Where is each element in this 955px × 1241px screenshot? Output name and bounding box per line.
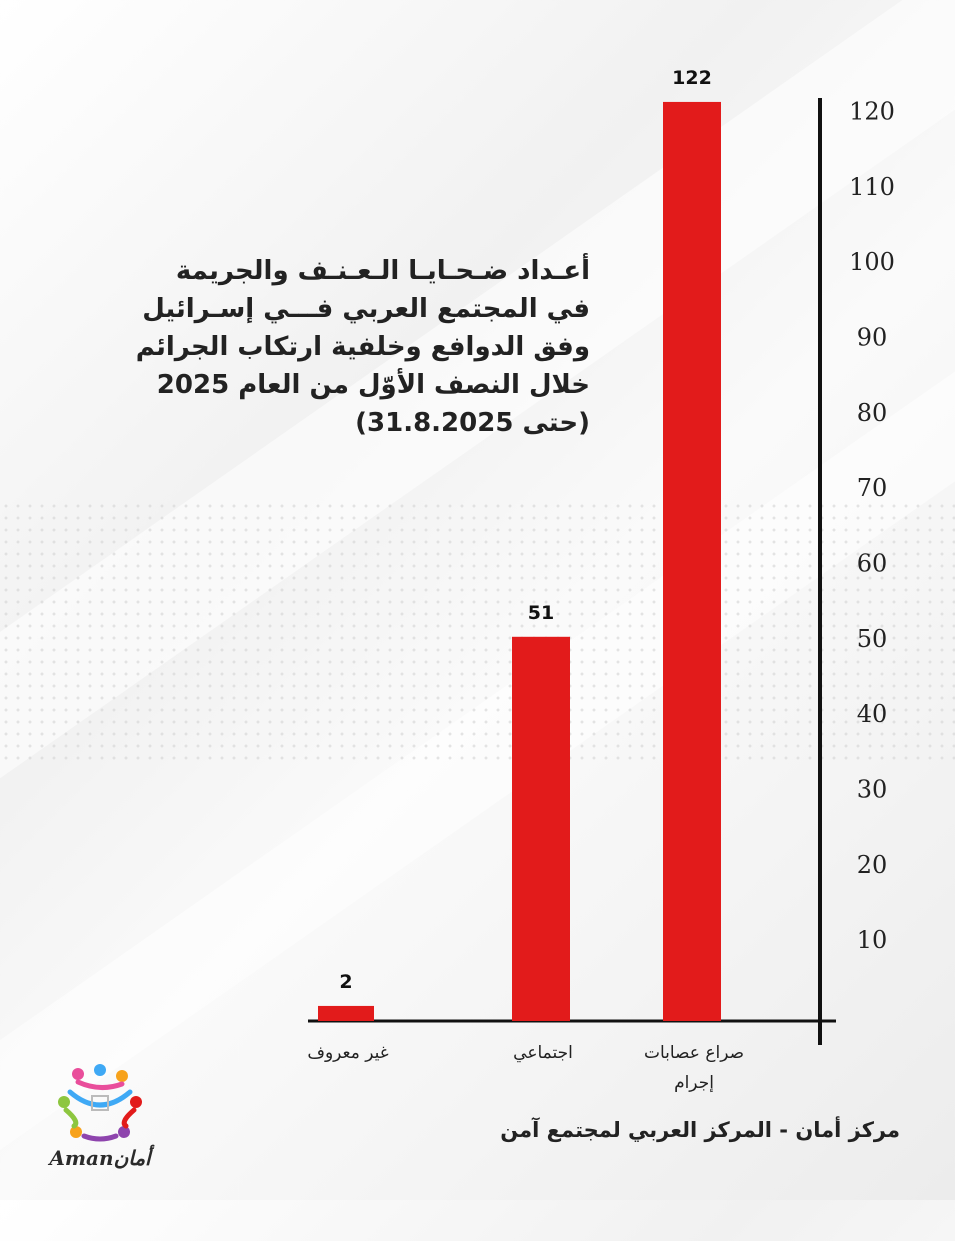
title-line-1: أعـداد ضـحـايـا الـعـنـف والجريمة bbox=[175, 256, 590, 286]
y-tick-label: 110 bbox=[849, 173, 895, 201]
title-line-5: (حتى 31.8.2025) bbox=[355, 408, 590, 438]
people-circle-logo-icon bbox=[58, 1064, 142, 1142]
y-tick-label: 10 bbox=[857, 926, 888, 954]
y-tick-label: 100 bbox=[849, 248, 895, 276]
bar bbox=[512, 636, 570, 1021]
y-tick-label: 70 bbox=[857, 474, 888, 502]
background-dots bbox=[0, 500, 955, 760]
y-tick-label: 60 bbox=[857, 550, 888, 578]
x-tick-label: اجتماعي bbox=[513, 1043, 573, 1063]
y-tick-label: 40 bbox=[857, 700, 888, 728]
logo-text: Amanأمان bbox=[49, 1146, 151, 1170]
bar-value-label: 122 bbox=[672, 67, 712, 89]
bar bbox=[318, 1005, 374, 1021]
x-tick-label: صراع عصابات bbox=[644, 1043, 744, 1063]
bar-value-label: 51 bbox=[528, 602, 554, 624]
y-tick-label: 80 bbox=[857, 399, 888, 427]
y-tick-label: 50 bbox=[857, 625, 888, 653]
title-line-3: وفق الدوافع وخلفية ارتكاب الجرائم bbox=[135, 332, 590, 362]
y-tick-label: 90 bbox=[857, 324, 888, 352]
y-tick-label: 30 bbox=[857, 776, 888, 804]
title-line-4: خلال النصف الأوّل من العام 2025 bbox=[156, 370, 590, 400]
y-tick-label: 120 bbox=[849, 98, 895, 126]
footer-source: مركز أمان - المركز العربي لمجتمع آمن bbox=[500, 1118, 900, 1142]
bar-value-label: 2 bbox=[339, 971, 352, 993]
y-tick-label: 20 bbox=[857, 851, 888, 879]
x-tick-label: إجرام bbox=[674, 1073, 714, 1093]
chart-title: أعـداد ضـحـايـا الـعـنـف والجريمة في الم… bbox=[120, 252, 590, 442]
bar-chart: 10 20 30 40 50 60 70 80 90 100 110 120 2 غير معروف 51 ا… bbox=[307, 67, 895, 1093]
bar bbox=[663, 101, 721, 1021]
x-tick-label: غير معروف bbox=[307, 1043, 388, 1063]
aman-logo: Amanأمان bbox=[40, 1062, 160, 1174]
title-line-2: في المجتمع العربي فـــي إسـرائيل bbox=[142, 294, 590, 324]
